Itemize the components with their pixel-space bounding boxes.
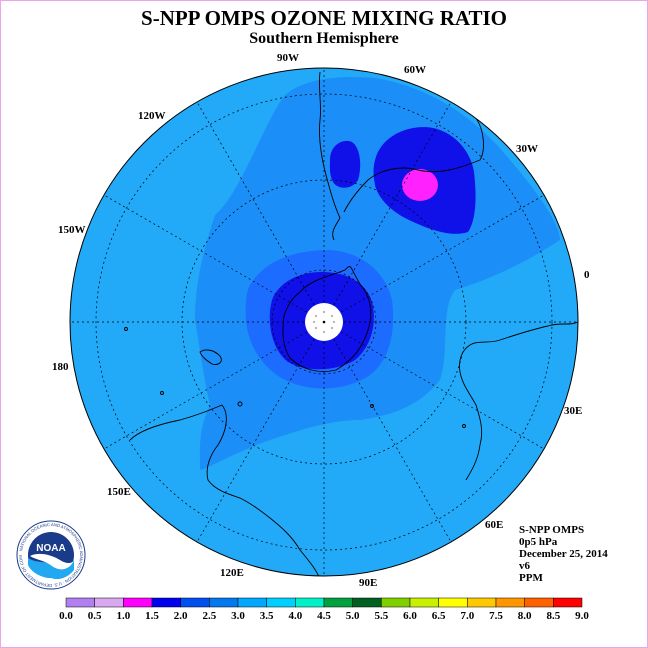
colorbar-tick-label: 6.0 — [403, 610, 417, 622]
ozone-band-1-0 — [402, 169, 438, 201]
colorbar-tick-label: 2.0 — [174, 610, 188, 622]
lon-label-120e: 120E — [220, 567, 244, 579]
colorbar-tick-label: 0.0 — [59, 610, 73, 622]
colorbar-swatch — [237, 597, 267, 608]
colorbar-tick-label: 0.5 — [88, 610, 102, 622]
coastlines — [129, 71, 578, 576]
pole-dots — [313, 311, 335, 333]
colorbar-swatch — [409, 597, 439, 608]
coast-antarctica — [282, 266, 372, 372]
colorbar-swatch — [495, 597, 525, 608]
colorbar-tick-label: 9.0 — [575, 610, 589, 622]
colorbar-swatch — [323, 597, 353, 608]
info-level: 0p5 hPa — [519, 536, 558, 548]
info-block: S-NPP OMPS 0p5 hPa December 25, 2014 v6 … — [519, 524, 608, 584]
page-subtitle: Southern Hemisphere — [249, 30, 399, 47]
colorbar-swatch — [352, 597, 382, 608]
colorbar: 0.0 0.5 1.0 1.5 2.0 2.5 3.0 3.5 4.0 4.5 5.0 5.5 6.0 6… — [59, 597, 589, 622]
info-units: PPM — [519, 572, 543, 584]
lon-label-60w: 60W — [404, 64, 426, 76]
noaa-logo: NATIONAL OCEANIC AND ATMOSPHERIC ADMINIS… — [16, 520, 86, 590]
colorbar-swatch — [123, 597, 153, 608]
page-title: S-NPP OMPS OZONE MIXING RATIO — [141, 6, 507, 30]
lon-label-150e: 150E — [107, 486, 131, 498]
ozone-band-1-5-west — [329, 140, 361, 188]
lon-label-120w: 120W — [138, 110, 166, 122]
lon-label-0: 0 — [584, 269, 590, 281]
colorbar-swatch — [65, 597, 95, 608]
colorbar-tick-label: 4.5 — [317, 610, 331, 622]
noaa-logo-text: NOAA — [36, 543, 65, 554]
lon-label-90e: 90E — [359, 577, 377, 589]
lon-label-90w: 90W — [277, 52, 299, 64]
colorbar-swatch — [180, 597, 210, 608]
colorbar-tick-label: 3.0 — [231, 610, 245, 622]
info-instrument: S-NPP OMPS — [519, 524, 585, 536]
colorbar-swatch — [295, 597, 325, 608]
colorbar-swatch — [524, 597, 554, 608]
lon-label-30e: 30E — [564, 405, 582, 417]
colorbar-swatch — [266, 597, 296, 608]
colorbar-tick-label: 1.5 — [145, 610, 159, 622]
info-version: v6 — [519, 560, 530, 572]
coast-africa — [459, 321, 578, 481]
islands — [124, 327, 466, 428]
colorbar-tick-label: 4.0 — [288, 610, 302, 622]
colorbar-tick-label: 3.5 — [260, 610, 274, 622]
colorbar-tick-label: 7.0 — [460, 610, 474, 622]
map-disk — [70, 68, 578, 576]
colorbar-tick-label: 6.5 — [432, 610, 446, 622]
colorbar-swatch — [381, 597, 411, 608]
lon-label-180: 180 — [52, 361, 69, 373]
colorbar-tick-label: 7.5 — [489, 610, 503, 622]
info-date: December 25, 2014 — [519, 548, 608, 560]
colorbar-swatch — [467, 597, 497, 608]
colorbar-tick-label: 5.5 — [374, 610, 388, 622]
colorbar-swatch — [94, 597, 124, 608]
colorbar-swatch — [553, 597, 583, 608]
coast-australia — [129, 404, 321, 576]
colorbar-swatch — [438, 597, 468, 608]
colorbar-swatch — [209, 597, 239, 608]
lon-label-30w: 30W — [516, 143, 538, 155]
coast-new-zealand — [199, 349, 222, 365]
colorbar-tick-label: 8.5 — [546, 610, 560, 622]
colorbar-tick-label: 5.0 — [346, 610, 360, 622]
map-boundary — [69, 67, 579, 577]
lon-label-60e: 60E — [485, 519, 503, 531]
colorbar-tick-label: 2.5 — [202, 610, 216, 622]
colorbar-tick-label: 8.0 — [518, 610, 532, 622]
colorbar-tick-label: 1.0 — [116, 610, 130, 622]
longitude-labels: 90W 60W 30W 0 30E 60E 90E 120E 150E 180 … — [52, 52, 590, 589]
meridians — [70, 68, 578, 576]
colorbar-swatch — [151, 597, 181, 608]
lon-label-150w: 150W — [58, 224, 86, 236]
